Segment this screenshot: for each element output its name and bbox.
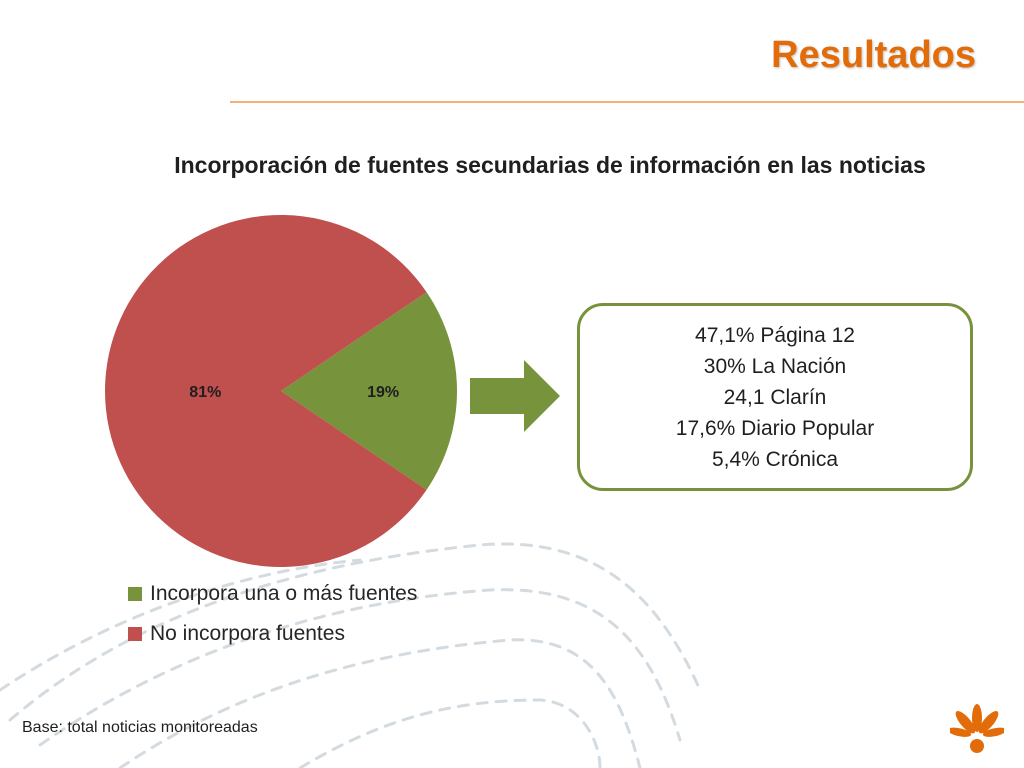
source-line: 24,1 Clarín — [723, 385, 827, 409]
base-note: Base: total noticias monitoreadas — [22, 719, 258, 736]
pie-slice-1 — [105, 214, 427, 567]
source-line: 17,6% Diario Popular — [675, 416, 875, 440]
pie-slice-0 — [281, 292, 457, 490]
right-arrow-icon — [470, 360, 560, 432]
legend-item-no-incorpora: No incorpora fuentes — [128, 614, 417, 654]
legend-swatch-incorpora — [128, 587, 142, 601]
chart-title: Incorporación de fuentes secundarias de … — [174, 152, 926, 178]
chart-legend: Incorpora una o más fuentes No incorpora… — [128, 574, 417, 654]
heading-divider — [230, 101, 1024, 103]
legend-label-no-incorpora: No incorpora fuentes — [150, 622, 345, 645]
source-line: 30% La Nación — [703, 354, 847, 378]
legend-label-incorpora: Incorpora una o más fuentes — [150, 582, 418, 605]
legend-swatch-no-incorpora — [128, 627, 142, 641]
pie-chart: 19% 81% — [105, 214, 457, 567]
pie-slice-label-0: 19% — [367, 384, 399, 401]
flower-logo-icon — [950, 704, 1004, 753]
pie-slice-label-1: 81% — [189, 384, 221, 401]
legend-item-incorpora: Incorpora una o más fuentes — [128, 574, 417, 614]
source-line: 5,4% Crónica — [711, 447, 839, 471]
sources-breakdown-box: 47,1% Página 12 30% La Nación 24,1 Clarí… — [577, 303, 973, 491]
source-line: 47,1% Página 12 — [695, 323, 855, 347]
page-heading: Resultados — [771, 34, 976, 76]
